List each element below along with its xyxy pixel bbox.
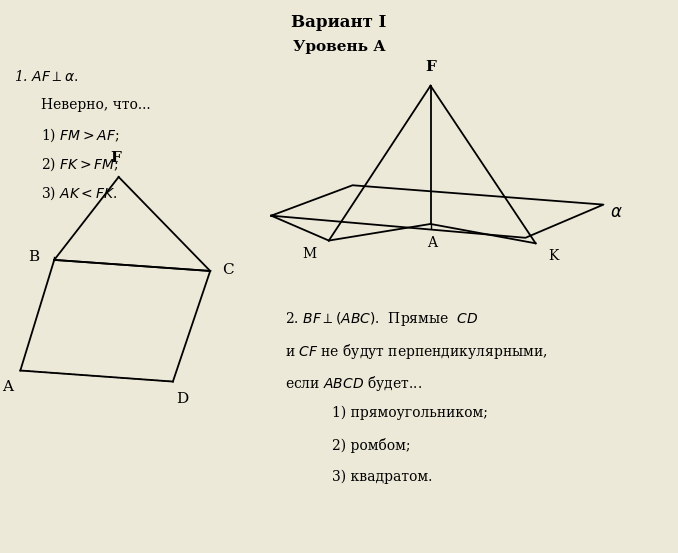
Text: 1. $AF \perp \alpha.$: 1. $AF \perp \alpha.$ [14,69,78,84]
Text: C: C [222,263,234,277]
Text: A: A [428,236,437,250]
Text: и $CF$ не будут перпендикулярными,: и $CF$ не будут перпендикулярными, [285,342,547,361]
Text: 1) прямоугольником;: 1) прямоугольником; [332,406,488,420]
Text: A: A [3,380,14,394]
Text: 1) $FM > AF$;: 1) $FM > AF$; [41,127,119,144]
Text: 2) ромбом;: 2) ромбом; [332,438,411,453]
Text: B: B [28,250,39,264]
Text: 2. $BF \perp (ABC)$.  Прямые  $CD$: 2. $BF \perp (ABC)$. Прямые $CD$ [285,310,478,328]
Text: $\alpha$: $\alpha$ [610,205,623,221]
Text: если $ABCD$ будет...: если $ABCD$ будет... [285,374,422,393]
Text: 3) квадратом.: 3) квадратом. [332,470,433,484]
Text: Неверно, что...: Неверно, что... [41,98,151,112]
Text: K: K [548,249,558,263]
Text: 2) $FK > FM$;: 2) $FK > FM$; [41,155,119,173]
Text: F: F [110,151,121,165]
Text: Вариант I: Вариант I [292,14,386,31]
Text: F: F [425,60,436,74]
Text: M: M [302,247,317,261]
Text: 3) $AK < FK$.: 3) $AK < FK$. [41,184,117,202]
Text: D: D [176,392,188,405]
Text: Уровень А: Уровень А [293,40,385,54]
